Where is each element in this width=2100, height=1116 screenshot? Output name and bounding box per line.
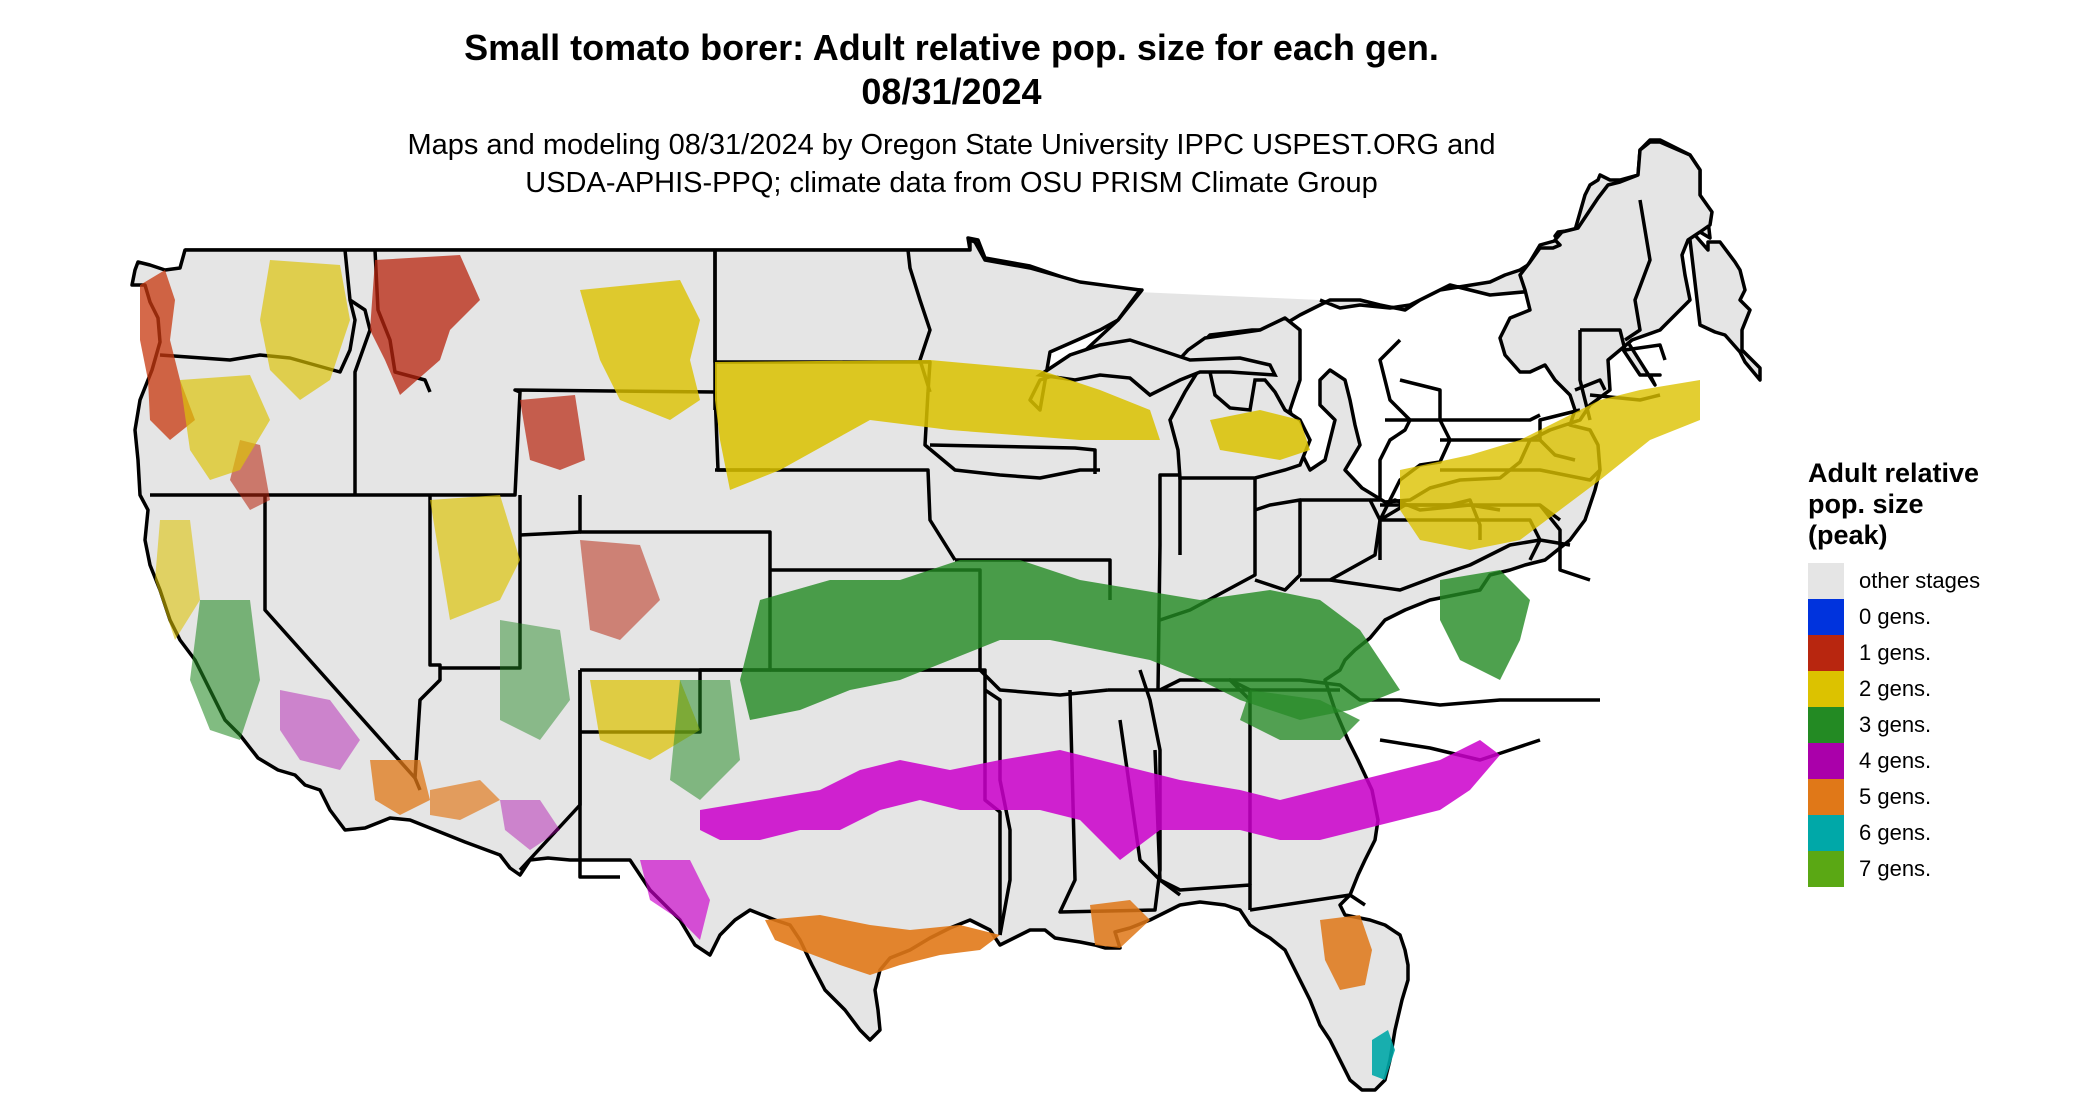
legend-label: 4 gens. <box>1859 748 1932 773</box>
legend-swatch <box>1808 815 1844 851</box>
legend-label: 3 gens. <box>1859 712 1932 737</box>
legend-swatch <box>1808 707 1844 743</box>
legend-swatch <box>1808 563 1844 599</box>
generation-bands <box>140 255 1700 1080</box>
legend-item: 5 gens. <box>1808 779 2088 815</box>
legend-item: other stages <box>1808 563 2088 599</box>
legend-item: 0 gens. <box>1808 599 2088 635</box>
map-title-date: 08/31/2024 <box>861 71 1042 112</box>
map-subtitle-line2: USDA-APHIS-PPQ; climate data from OSU PR… <box>525 167 1378 199</box>
legend-item: 6 gens. <box>1808 815 2088 851</box>
legend-label: 2 gens. <box>1859 676 1932 701</box>
legend-title-line3: (peak) <box>1808 520 1888 550</box>
legend-item: 2 gens. <box>1808 671 2088 707</box>
map-title-line1: Small tomato borer: Adult relative pop. … <box>464 27 1439 68</box>
legend-item: 1 gens. <box>1808 635 2088 671</box>
legend-item: 7 gens. <box>1808 851 2088 887</box>
legend-item: 3 gens. <box>1808 707 2088 743</box>
legend-item: 4 gens. <box>1808 743 2088 779</box>
legend-swatch <box>1808 635 1844 671</box>
legend-swatch <box>1808 851 1844 887</box>
legend-swatch <box>1808 743 1844 779</box>
michigan-upper <box>1035 338 1278 398</box>
legend-label: 1 gens. <box>1859 640 1932 665</box>
legend-label: 6 gens. <box>1859 820 1932 845</box>
legend-label: 0 gens. <box>1859 604 1932 629</box>
legend-title-line2: pop. size <box>1808 489 1924 519</box>
legend-title-line1: Adult relative <box>1808 458 1980 488</box>
legend-items: other stages 0 gens. 1 gens. 2 gens. 3 gens.… <box>1808 563 2088 887</box>
map-legend: Adult relative pop. size (peak) other st… <box>1808 458 2088 887</box>
legend-label: 7 gens. <box>1859 856 1932 881</box>
legend-label: other stages <box>1859 568 1981 593</box>
legend-label: 5 gens. <box>1859 784 1932 809</box>
legend-swatch <box>1808 599 1844 635</box>
legend-swatch <box>1808 779 1844 815</box>
legend-swatch <box>1808 671 1844 707</box>
map-subtitle-line1: Maps and modeling 08/31/2024 by Oregon S… <box>407 129 1496 161</box>
